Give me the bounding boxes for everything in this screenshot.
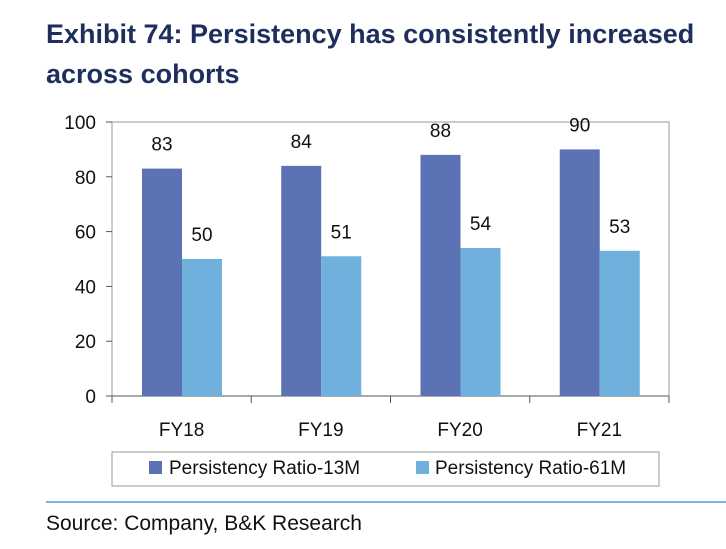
bar-61m-fy18 [182,259,222,396]
bar-13m-fy20 [420,154,461,396]
data-label: 90 [569,115,590,136]
bar-13m-fy18 [142,168,182,396]
data-label: 53 [609,217,630,238]
data-label: 83 [151,135,172,156]
data-label: 84 [291,132,313,153]
x-tick-label: FY18 [159,420,204,441]
legend-swatch-13m [149,461,162,474]
data-labels: 83 84 88 90 50 51 54 53 [151,115,630,246]
x-tick-label: FY20 [437,420,482,441]
data-label: 88 [430,121,451,142]
chart-title: Exhibit 74: Persistency has consistently… [46,19,695,89]
bar-61m-fy21 [599,250,640,396]
y-tick-label: 40 [75,277,96,298]
bar-61m-fy20 [460,248,501,396]
source-note: Source: Company, B&K Research [46,512,362,535]
bar-61m-fy19 [321,256,362,396]
legend-label-13m: Persistency Ratio-13M [169,458,360,479]
data-label: 51 [331,222,352,243]
data-label: 54 [470,214,492,235]
legend-swatch-61m [416,461,429,474]
y-tick-label: 60 [75,223,96,244]
x-tick-label: FY19 [298,420,343,441]
x-axis: FY18 FY19 FY20 FY21 [111,395,670,441]
y-tick-label: 80 [75,168,96,189]
y-axis: 0 20 40 60 80 100 [64,113,112,408]
bar-13m-fy21 [559,149,600,396]
data-label: 50 [191,225,212,246]
bars [142,149,640,396]
y-tick-label: 100 [64,113,96,134]
y-tick-label: 0 [85,387,96,408]
legend-box [111,451,660,487]
x-tick-label: FY21 [577,420,622,441]
bar-13m-fy19 [281,165,322,396]
legend-label-61m: Persistency Ratio-61M [435,458,626,479]
y-tick-label: 20 [75,332,96,353]
